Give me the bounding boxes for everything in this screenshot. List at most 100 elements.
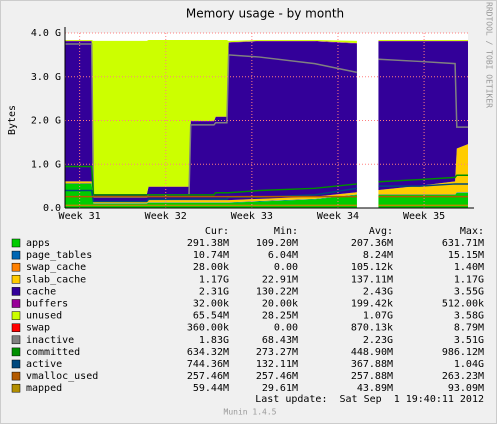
legend-swatch <box>11 335 21 345</box>
area <box>65 41 468 201</box>
legend-label: cache <box>26 286 56 297</box>
legend-swatch <box>11 383 21 393</box>
legend-label: swap <box>26 323 50 334</box>
legend-value: 448.90M <box>351 347 393 358</box>
legend-label: buffers <box>26 299 68 310</box>
legend-value: 367.88M <box>351 359 393 370</box>
legend-label: mapped <box>26 383 62 394</box>
legend-value: 1.07G <box>363 311 393 322</box>
legend-value: 3.55G <box>454 286 484 297</box>
legend-value: 870.13k <box>351 323 393 334</box>
legend-label: active <box>26 359 62 370</box>
legend-swatch <box>11 287 21 296</box>
legend-value: 132.11M <box>256 359 298 370</box>
y-axis-label: Bytes <box>7 105 18 135</box>
legend-label: slab_cache <box>26 274 86 285</box>
legend-value: 360.00k <box>187 323 229 334</box>
legend-value: 273.27M <box>256 347 298 358</box>
legend-value: 109.20M <box>256 238 298 249</box>
x-tick-label: Week 32 <box>145 211 187 222</box>
legend-value: 744.36M <box>187 359 229 370</box>
legend-value: 1.04G <box>454 359 484 370</box>
legend-value: 8.79M <box>454 323 484 334</box>
legend-header: Avg: <box>369 226 393 237</box>
legend-value: 631.71M <box>442 238 484 249</box>
legend-value: 0.00 <box>274 262 298 273</box>
x-tick-label: Week 33 <box>231 211 273 222</box>
y-tick-label: 1.0 G <box>31 159 61 170</box>
legend-value: 93.09M <box>448 383 484 394</box>
legend-value: 68.43M <box>262 335 298 346</box>
legend-value: 257.46M <box>256 371 298 382</box>
legend-value: 10.74M <box>193 250 229 261</box>
legend-header: Cur: <box>205 226 229 237</box>
legend-swatch <box>11 299 21 308</box>
x-tick-label: Week 31 <box>59 211 101 222</box>
last-update: Last update: Sat Sep 1 19:40:11 2012 <box>255 394 484 405</box>
x-tick-label: Week 35 <box>403 211 445 222</box>
legend-swatch <box>11 323 21 332</box>
y-tick-label: 0.0 <box>43 203 61 214</box>
legend-value: 28.25M <box>262 311 298 322</box>
y-tick-label: 3.0 G <box>31 72 61 83</box>
legend-swatch <box>11 347 21 357</box>
legend-value: 8.24M <box>363 250 393 261</box>
x-tick-label: Week 34 <box>317 211 359 222</box>
legend-swatch <box>11 359 21 369</box>
legend-value: 2.23G <box>363 335 393 346</box>
legend-value: 207.36M <box>351 238 393 249</box>
legend-swatch <box>11 262 21 272</box>
legend-value: 291.38M <box>187 238 229 249</box>
legend-value: 0.00 <box>274 323 298 334</box>
legend-value: 3.51G <box>454 335 484 346</box>
legend-value: 105.12k <box>351 262 393 273</box>
line <box>65 165 468 196</box>
legend-header: Max: <box>460 226 484 237</box>
legend-value: 986.12M <box>442 347 484 358</box>
legend-value: 1.17G <box>454 274 484 285</box>
legend-label: vmalloc_used <box>26 371 98 382</box>
legend-value: 43.89M <box>357 383 393 394</box>
legend-swatch <box>11 311 21 320</box>
legend-value: 137.11M <box>351 274 393 285</box>
legend-value: 512.00k <box>442 299 484 310</box>
legend-value: 130.22M <box>256 286 298 297</box>
legend-label: swap_cache <box>26 262 86 273</box>
y-tick-label: 2.0 G <box>31 116 61 127</box>
legend-value: 2.31G <box>199 286 229 297</box>
legend-value: 6.04M <box>268 250 298 261</box>
chart-title: Memory usage - by month <box>186 7 344 21</box>
legend-value: 20.00k <box>262 299 298 310</box>
legend-value: 257.46M <box>187 371 229 382</box>
legend-value: 1.17G <box>199 274 229 285</box>
legend-label: inactive <box>26 335 74 346</box>
legend-label: page_tables <box>26 250 92 261</box>
legend-header: Min: <box>274 226 298 237</box>
legend-value: 257.88M <box>351 371 393 382</box>
legend-label: committed <box>26 347 80 358</box>
legend-value: 199.42k <box>351 299 393 310</box>
legend-value: 1.83G <box>199 335 229 346</box>
legend-swatch <box>11 238 21 248</box>
legend-value: 1.40M <box>454 262 484 273</box>
footer: Munin 1.4.5 <box>224 408 277 417</box>
legend-swatch <box>11 275 21 284</box>
legend-swatch <box>11 250 21 260</box>
legend-label: unused <box>26 311 62 322</box>
legend-value: 32.00k <box>193 299 229 310</box>
legend-value: 3.58G <box>454 311 484 322</box>
legend-value: 15.15M <box>448 250 484 261</box>
legend-value: 28.00k <box>193 262 229 273</box>
legend-value: 59.44M <box>193 383 229 394</box>
legend-value: 634.32M <box>187 347 229 358</box>
legend-value: 2.43G <box>363 286 393 297</box>
legend-value: 65.54M <box>193 311 229 322</box>
legend-value: 263.23M <box>442 371 484 382</box>
legend-label: apps <box>26 238 50 249</box>
side-text: RRDTOOL / TOBI OETIKER <box>485 2 494 108</box>
legend-value: 29.61M <box>262 383 298 394</box>
y-tick-label: 4.0 G <box>31 28 61 39</box>
legend-value: 22.91M <box>262 274 298 285</box>
legend-swatch <box>11 371 21 381</box>
